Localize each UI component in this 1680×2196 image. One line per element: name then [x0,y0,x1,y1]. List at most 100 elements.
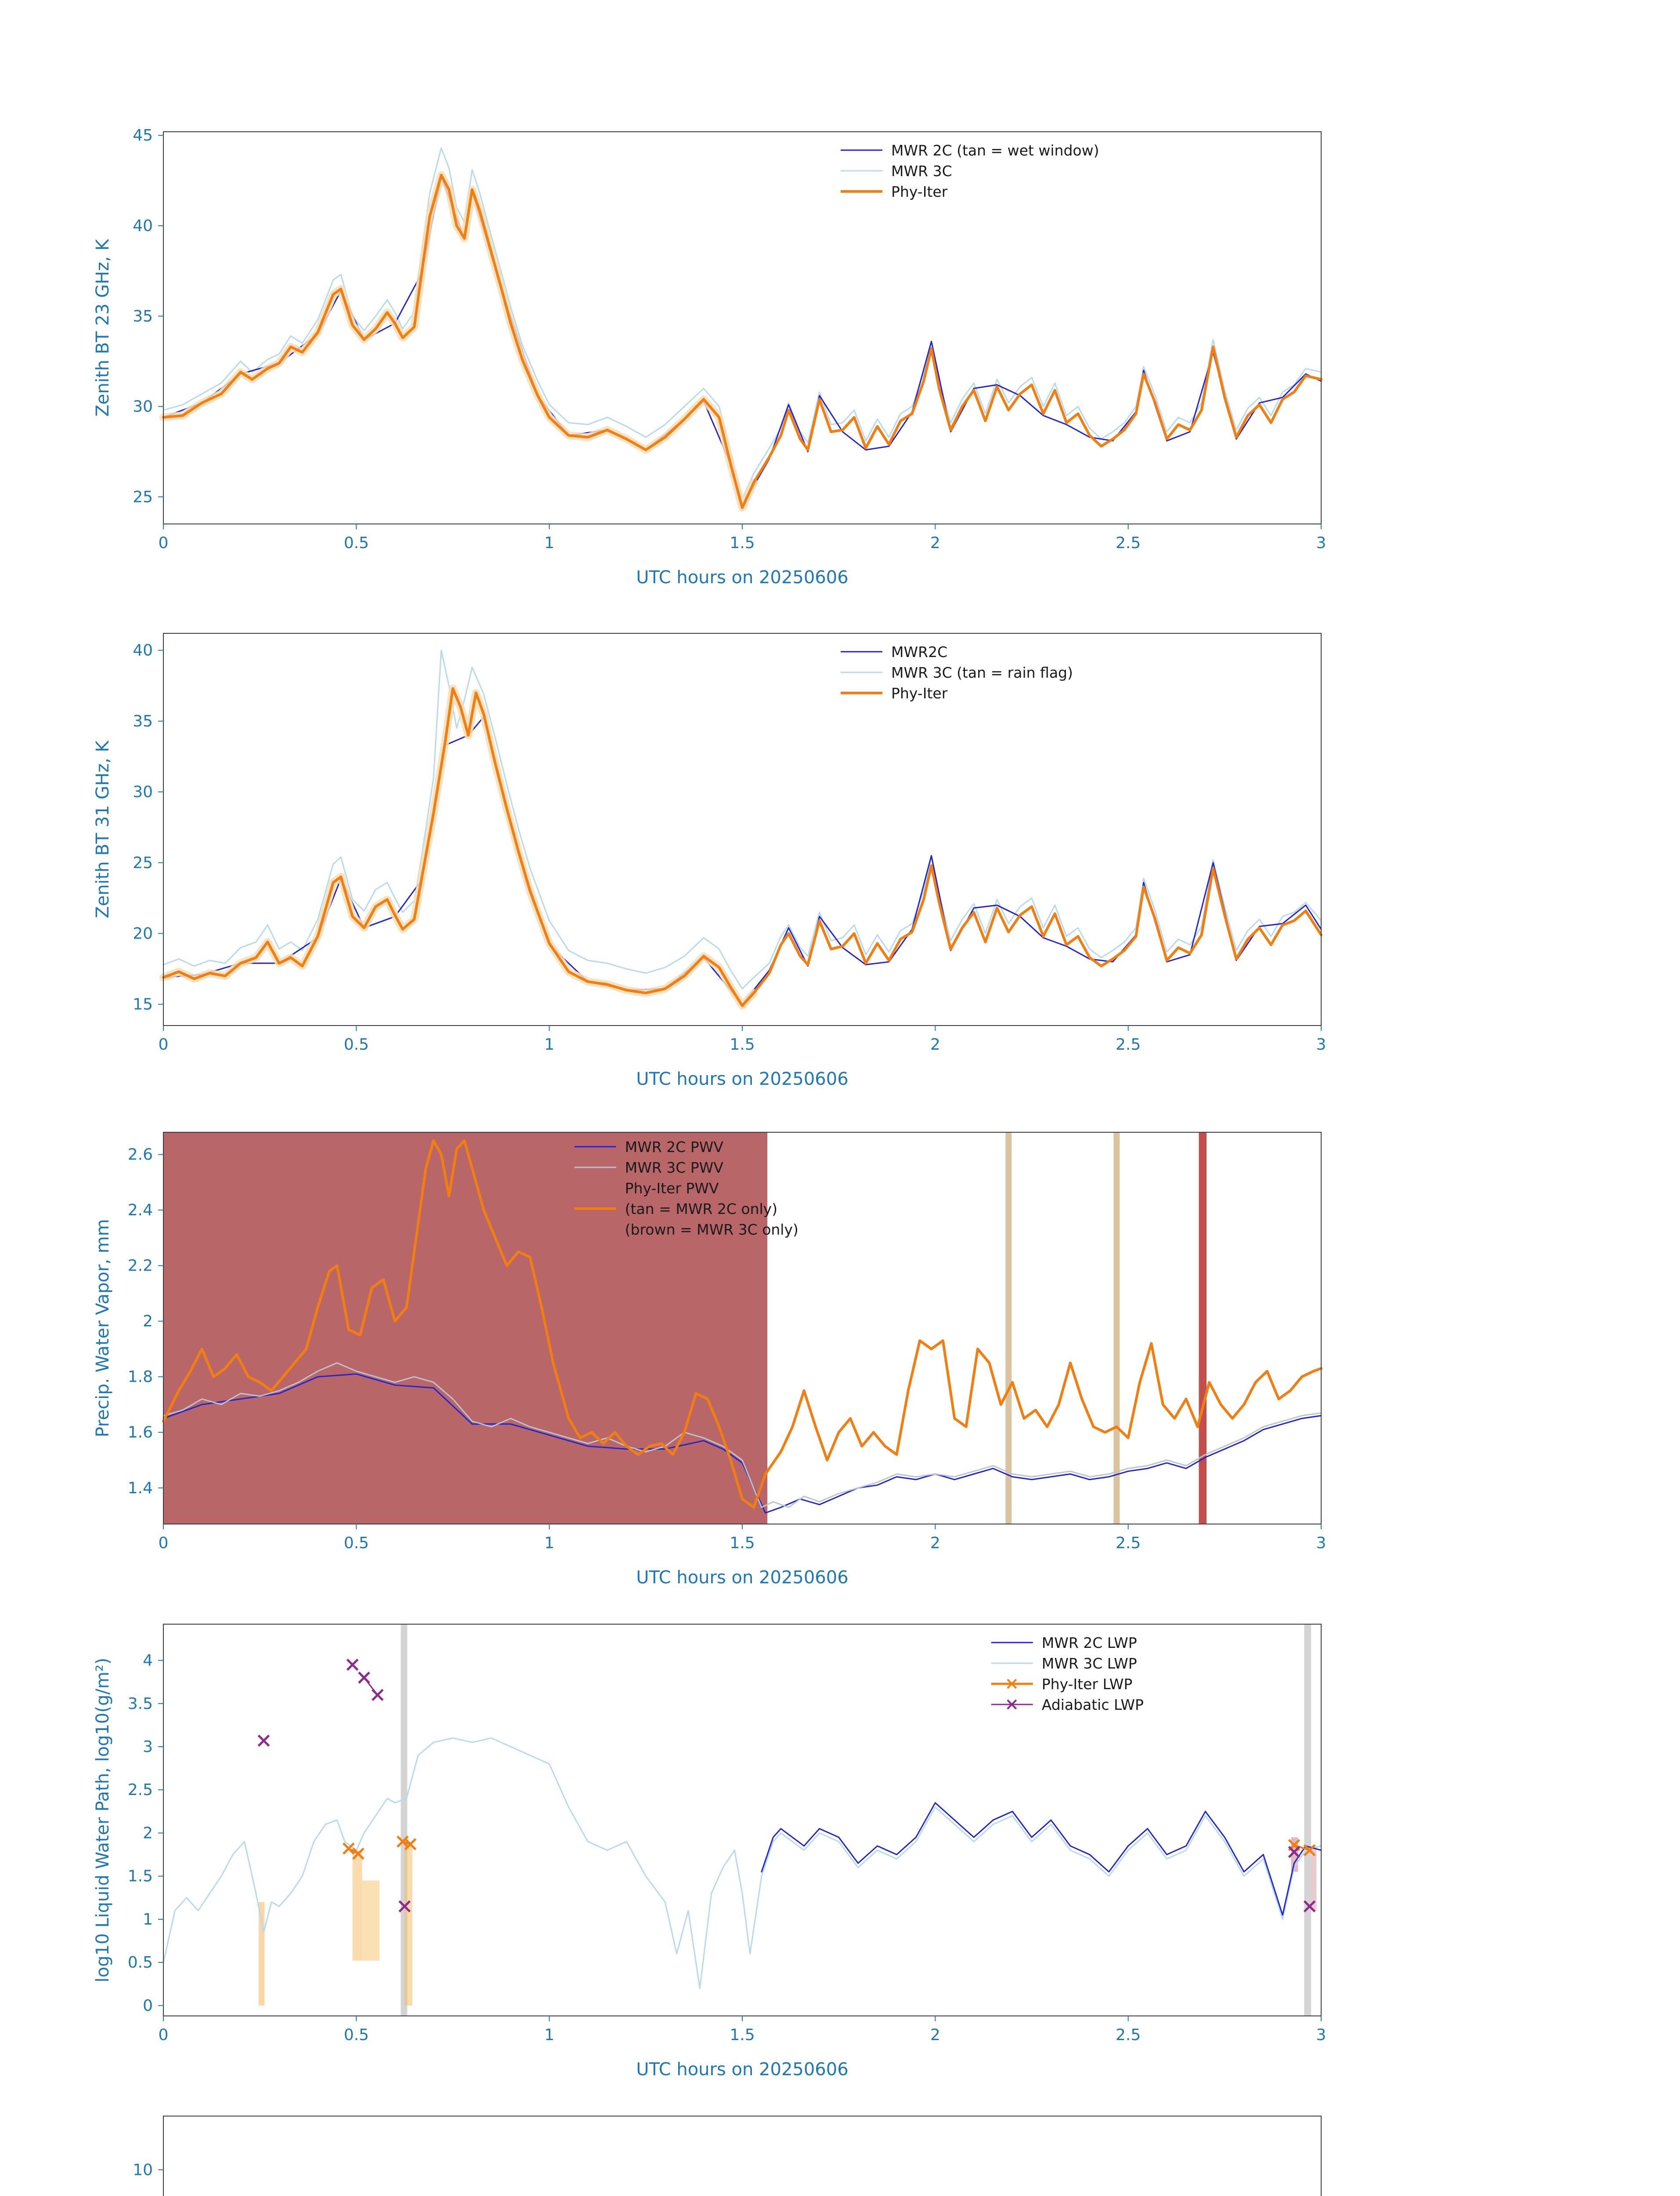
x-tick-label: 2.5 [1116,1036,1141,1054]
x-tick-label: 2.5 [1116,2026,1141,2044]
legend-label: MWR 2C PWV [625,1138,724,1156]
legend-label: Phy-Iter LWP [1042,1676,1133,1693]
y-tick-label: 20 [133,925,153,943]
y-tick-label: 2.5 [128,1781,153,1799]
legend-label: MWR2C [891,643,947,661]
y-tick-label: 30 [133,398,153,416]
marker-x [342,1842,355,1855]
x-tick-label: 1.5 [730,1036,755,1054]
legend-label: MWR 3C LWP [1042,1655,1137,1672]
legend-label: MWR 3C (tan = rain flag) [891,664,1073,681]
legend-label: (tan = MWR 2C only) [625,1200,777,1217]
x-tick-label: 2.5 [1116,534,1141,552]
y-tick-label: 3 [143,1738,153,1756]
y-tick-label: 1.4 [128,1479,153,1497]
x-tick-label: 0.5 [344,1036,369,1054]
series-mwr-2c-lwp [761,1802,1322,1916]
x-axis-label: UTC hours on 20250606 [636,1069,848,1089]
legend-label: (brown = MWR 3C only) [625,1221,798,1238]
marker-x [358,1672,370,1684]
y-tick-label: 25 [133,854,153,872]
y-tick-label: 2.4 [128,1201,153,1219]
band [405,1842,412,2006]
series-mwr-3c [163,147,1322,499]
y-tick-label: 2 [143,1824,153,1842]
y-tick-label: 2.6 [128,1146,153,1164]
y-tick-label: 3.5 [128,1695,153,1713]
x-tick-label: 0 [159,1534,169,1552]
legend-label: MWR 3C PWV [625,1159,724,1176]
series-phy-iter [162,173,1322,509]
legend-label: Phy-Iter PWV [625,1180,719,1197]
axes-box [163,2116,1322,2196]
series-phy-iter-pwv [162,1139,1322,1509]
y-tick-label: 0.5 [128,1954,153,1972]
legend-label: MWR 3C [891,163,952,180]
y-tick-label: 40 [133,217,153,235]
y-tick-label: 0 [143,1997,153,2015]
band [1304,1624,1311,2016]
series-halo-phy-iter [159,171,758,512]
series-mwr-2c [163,176,1322,507]
x-tick-label: 1.5 [730,534,755,552]
y-axis-label: log10 Liquid Water Path, log10(g/m²) [93,1658,113,1982]
y-tick-label: 15 [133,996,153,1014]
axes-box [163,131,1322,524]
chart-bt31: 0 0.5 1 1.5 2 2.5 3 15 20 25 30 35 40 UTC hours on 20… [93,633,1326,1089]
band [1005,1132,1012,1524]
y-tick-label: 2 [143,1312,153,1330]
marker-x [352,1847,365,1860]
x-tick-label: 2 [930,534,940,552]
series-mwr-2c-pwv [163,1373,1322,1514]
band [362,1880,380,1961]
x-tick-label: 3 [1316,534,1326,552]
band [259,1902,265,2006]
y-axis-label: Zenith BT 31 GHz, K [93,740,113,918]
legend-label: MWR 2C (tan = wet window) [891,142,1099,159]
band [163,1132,768,1524]
x-tick-label: 3 [1316,1534,1326,1552]
x-tick-label: 1.5 [730,1534,755,1552]
x-tick-label: 0 [159,2026,169,2044]
marker-x [257,1734,270,1747]
x-tick-label: 0 [159,1036,169,1054]
y-tick-label: 30 [133,783,153,801]
series-phy-iter [162,687,1322,1007]
x-axis-label: UTC hours on 20250606 [636,567,848,588]
series-phy-iter-lwp [1293,1844,1311,1851]
x-tick-label: 1 [544,1534,554,1552]
y-tick-label: 45 [133,126,153,144]
marker-x [1288,1846,1301,1858]
x-tick-label: 0.5 [344,534,369,552]
x-axis-label: UTC hours on 20250606 [636,2059,848,2080]
axes-box [163,633,1322,1026]
band [1311,1846,1317,1911]
x-tick-label: 0.5 [344,1534,369,1552]
marker-x [397,1835,409,1848]
chart-lwp: 0 0.5 1 1.5 2 2.5 3 0 0.5 1 1.5 2 2.5 3 3.5 4 UTC hours … [93,1624,1326,2080]
marker-x [404,1838,417,1850]
x-tick-label: 1 [544,534,554,552]
y-tick-label: 1 [143,1911,153,1929]
marker-x [1007,1679,1017,1689]
marker-x [398,1900,411,1913]
x-tick-label: 2 [930,1036,940,1054]
y-tick-label: 1.8 [128,1368,153,1386]
y-tick-label: 35 [133,712,153,730]
y-tick-label: 35 [133,307,153,325]
x-tick-label: 3 [1316,2026,1326,2044]
legend-label: MWR 2C LWP [1042,1634,1137,1651]
chart-bt23: 0 0.5 1 1.5 2 2.5 3 25 30 35 40 45 UTC hours on 2025… [93,126,1326,588]
y-tick-label: 2.2 [128,1257,153,1275]
x-tick-label: 1.5 [730,2026,755,2044]
y-tick-label: 1.5 [128,1867,153,1885]
marker-x [1303,1844,1316,1856]
y-tick-label: 40 [133,642,153,660]
x-axis-label: UTC hours on 20250606 [636,1568,848,1588]
y-tick-label: 1.6 [128,1423,153,1441]
band [1199,1132,1207,1524]
series-mwr-3c-pwv [163,1362,1322,1508]
y-tick-label: 4 [143,1652,153,1670]
